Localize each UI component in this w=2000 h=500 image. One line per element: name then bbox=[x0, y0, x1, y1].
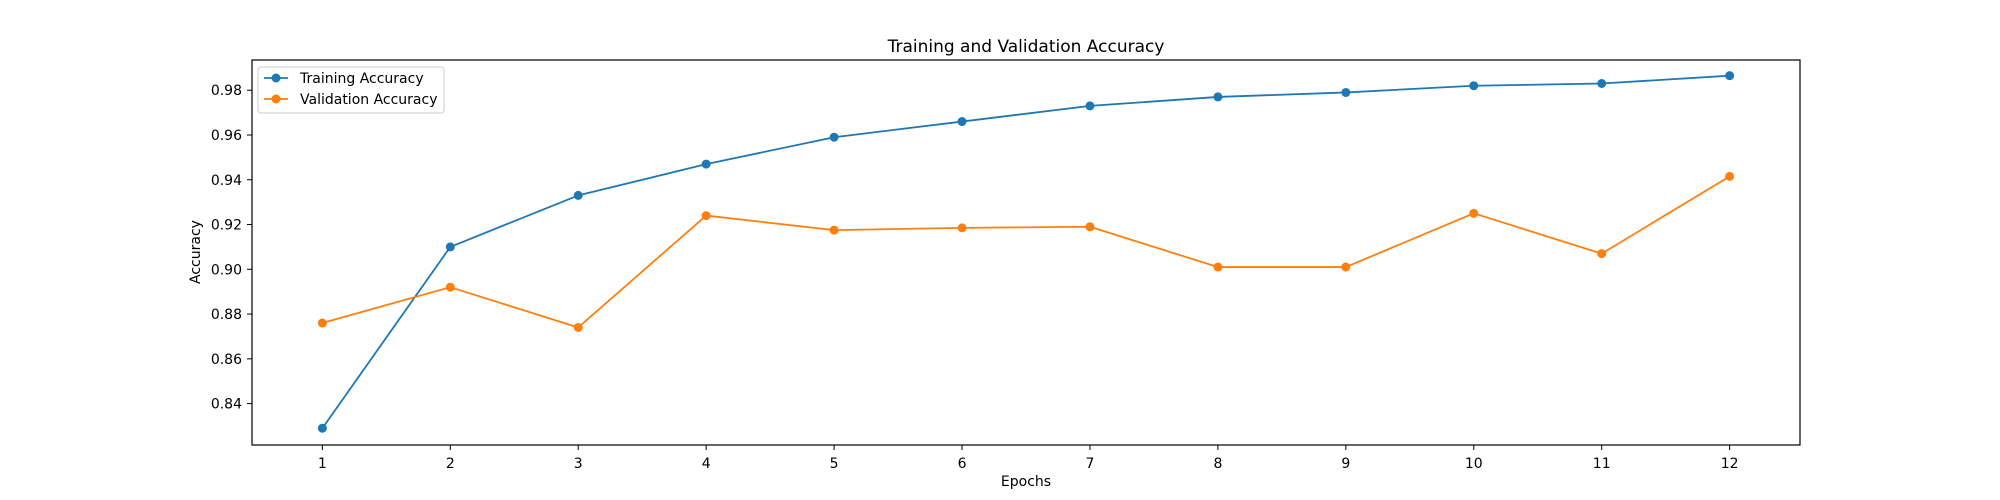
data-point bbox=[1597, 249, 1607, 259]
x-tick-label: 3 bbox=[574, 456, 583, 472]
validation-accuracy-series bbox=[317, 171, 1735, 332]
x-tick-label: 4 bbox=[702, 456, 711, 472]
x-tick-label: 12 bbox=[1721, 456, 1739, 472]
data-point bbox=[1725, 71, 1735, 81]
data-point bbox=[957, 223, 967, 233]
data-point bbox=[1469, 81, 1479, 91]
data-point bbox=[1341, 87, 1351, 97]
x-tick-label: 8 bbox=[1213, 456, 1222, 472]
data-point bbox=[1213, 262, 1223, 272]
data-point bbox=[317, 318, 327, 328]
data-point bbox=[1469, 208, 1479, 218]
legend-marker-training bbox=[271, 73, 281, 83]
legend-marker-validation bbox=[271, 94, 281, 104]
y-tick-label: 0.96 bbox=[211, 128, 242, 144]
legend-item-training: Training Accuracy bbox=[264, 71, 424, 87]
legend-item-validation: Validation Accuracy bbox=[264, 92, 438, 108]
data-point bbox=[1597, 79, 1607, 89]
y-tick-label: 0.94 bbox=[211, 173, 242, 189]
chart-title: Training and Validation Accuracy bbox=[887, 37, 1165, 57]
x-axis-ticks: 1 2 3 4 5 6 7 8 9 10 11 12 bbox=[318, 445, 1739, 472]
x-tick-label: 1 bbox=[318, 456, 327, 472]
data-point bbox=[701, 159, 711, 169]
y-tick-label: 0.84 bbox=[211, 397, 242, 413]
y-tick-label: 0.92 bbox=[211, 218, 242, 234]
legend-label-validation: Validation Accuracy bbox=[300, 92, 438, 108]
x-tick-label: 2 bbox=[446, 456, 455, 472]
data-point bbox=[829, 225, 839, 235]
series-line bbox=[321, 175, 1731, 329]
legend: Training Accuracy Validation Accuracy bbox=[257, 66, 445, 114]
data-point bbox=[957, 117, 967, 127]
x-tick-label: 9 bbox=[1341, 456, 1350, 472]
plot-frame bbox=[251, 59, 1801, 446]
x-tick-label: 5 bbox=[830, 456, 839, 472]
x-tick-label: 11 bbox=[1593, 456, 1611, 472]
y-tick-label: 0.90 bbox=[211, 262, 242, 278]
y-tick-label: 0.86 bbox=[211, 352, 242, 368]
data-point bbox=[701, 211, 711, 221]
y-axis-label: Accuracy bbox=[188, 220, 204, 284]
x-tick-label: 6 bbox=[958, 456, 967, 472]
data-point bbox=[445, 242, 455, 252]
training-accuracy-series bbox=[317, 71, 1735, 433]
series-layer bbox=[317, 71, 1735, 433]
y-tick-label: 0.98 bbox=[211, 83, 242, 99]
data-point bbox=[829, 132, 839, 142]
data-point bbox=[317, 423, 327, 433]
y-axis-ticks: 0.84 0.86 0.88 0.90 0.92 0.94 0.96 0.98 bbox=[211, 83, 252, 413]
x-tick-label: 10 bbox=[1465, 456, 1483, 472]
legend-box bbox=[257, 66, 445, 114]
plot-area: 1 2 3 4 5 6 7 8 9 10 11 12 0.840.860.880.900.920.94… bbox=[211, 59, 1801, 472]
x-axis-label: Epochs bbox=[1001, 474, 1051, 490]
data-point bbox=[573, 322, 583, 332]
data-point bbox=[1085, 101, 1095, 111]
data-point bbox=[1725, 171, 1735, 181]
legend-label-training: Training Accuracy bbox=[299, 71, 424, 87]
data-point bbox=[445, 282, 455, 292]
y-tick-label: 0.88 bbox=[211, 307, 242, 323]
data-point bbox=[1341, 262, 1351, 272]
data-point bbox=[1085, 222, 1095, 232]
x-tick-label: 7 bbox=[1086, 456, 1095, 472]
data-point bbox=[1213, 92, 1223, 102]
series-line bbox=[321, 74, 1731, 430]
data-point bbox=[573, 190, 583, 200]
